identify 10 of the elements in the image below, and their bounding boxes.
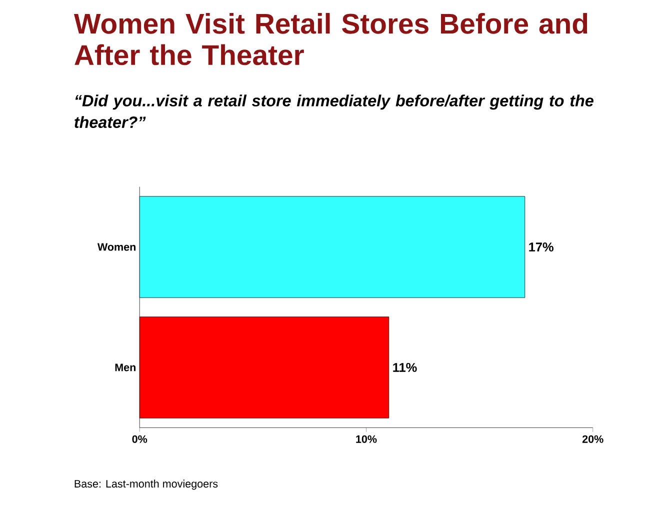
data-label: 11% — [393, 362, 417, 372]
text: Base: Last-month moviegoers — [74, 480, 218, 490]
chart-title: Women Visit Retail Stores Before and After the Theater — [74, 12, 588, 66]
x-tick-label: 10% — [356, 435, 377, 443]
x-tick-label: 0% — [132, 435, 148, 443]
data-label: 17% — [529, 242, 554, 252]
y-tick-label: Women — [97, 243, 136, 251]
x-tick-label: 20% — [582, 435, 604, 443]
y-tick-label: Men — [115, 364, 136, 372]
chart-subtitle: “Did you...visit a retail store immediately before/after getting to the theater?” — [74, 94, 594, 128]
